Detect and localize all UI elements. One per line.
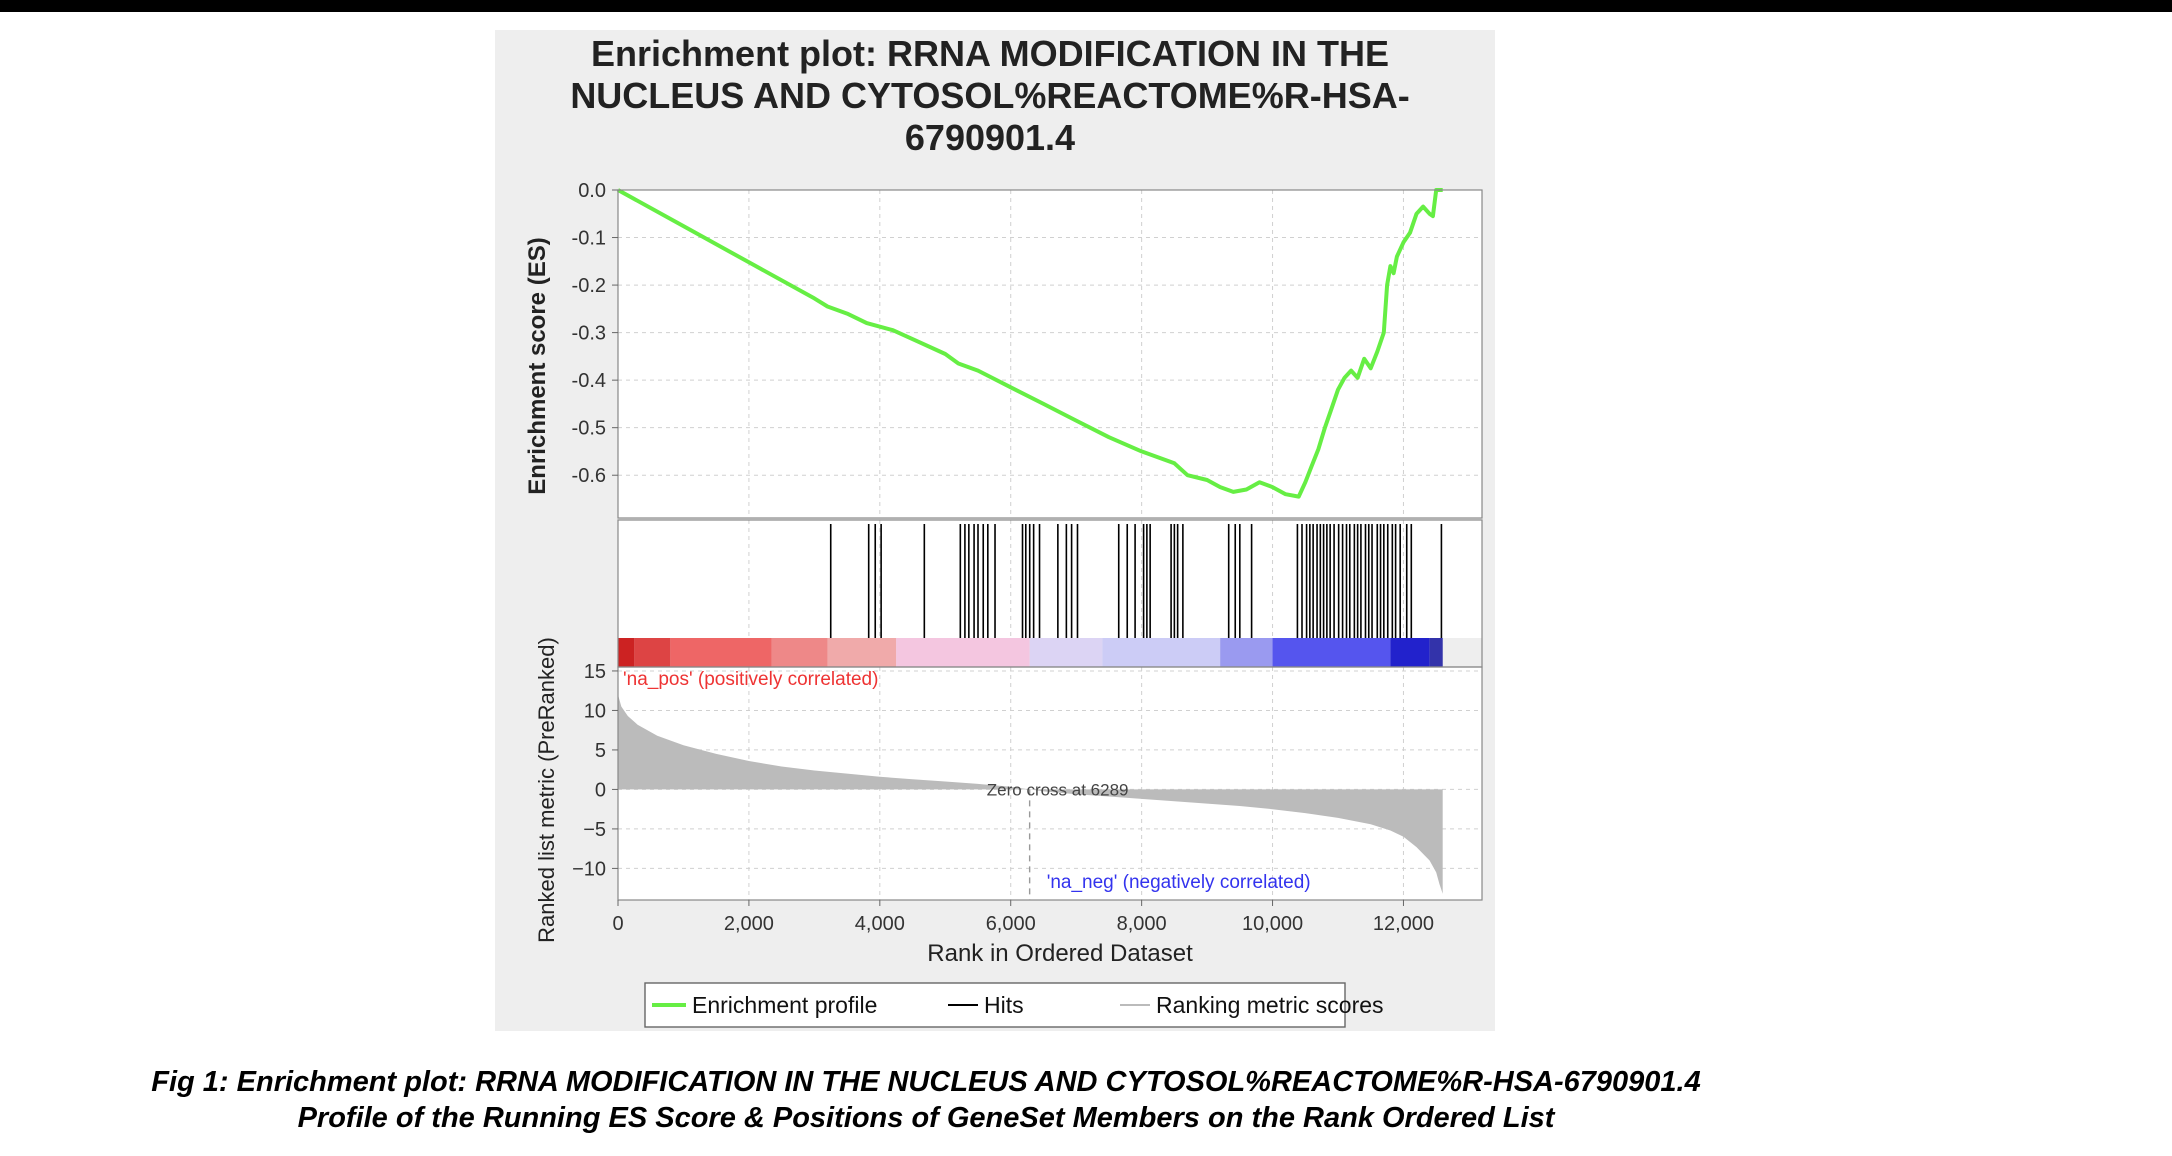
legend-label: Hits (984, 992, 1024, 1018)
es-ytick-label: -0.3 (572, 323, 606, 345)
metric-panel-border (617, 666, 1483, 901)
neg-correlated-label: 'na_neg' (negatively correlated) (1047, 872, 1311, 893)
rank-colorbar-segment (1029, 638, 1103, 667)
x-tick-label: 12,000 (1373, 913, 1434, 935)
metric-ytick-label: 15 (584, 661, 606, 683)
metric-ytick-label: −5 (583, 819, 606, 841)
zero-cross-label: Zero cross at 6289 (987, 780, 1129, 799)
metric-ytick-label: 5 (595, 740, 606, 762)
x-tick-label: 10,000 (1242, 913, 1303, 935)
es-ytick-label: 0.0 (578, 180, 606, 202)
chart-title-line: 6790901.4 (905, 117, 1075, 158)
rank-colorbar-segment (827, 638, 897, 667)
legend-label: Enrichment profile (692, 992, 877, 1018)
figure-caption-line2: Profile of the Running ES Score & Positi… (297, 1102, 1555, 1134)
es-ytick-label: -0.6 (572, 465, 606, 487)
es-panel-border (617, 189, 1483, 519)
ranking-metric-area (618, 694, 1443, 894)
rank-colorbar-segment (1102, 638, 1221, 667)
x-tick-label: 6,000 (986, 913, 1036, 935)
hits-panel-background (618, 520, 1482, 638)
pos-correlated-label: 'na_pos' (positively correlated) (623, 669, 878, 690)
x-tick-label: 4,000 (855, 913, 905, 935)
rank-colorbar-segment (896, 638, 1030, 667)
rank-colorbar-segment (1390, 638, 1430, 667)
rank-colorbar-segment (771, 638, 828, 667)
rank-colorbar-segment (1429, 638, 1443, 667)
metric-y-axis-label: Ranked list metric (PreRanked) (534, 637, 559, 943)
enrichment-profile-line (617, 188, 1443, 499)
chart-title-line: Enrichment plot: RRNA MODIFICATION IN TH… (591, 33, 1389, 74)
rank-colorbar-segment (618, 638, 635, 667)
legend-label: Ranking metric scores (1156, 992, 1384, 1018)
x-tick-label: 0 (612, 913, 623, 935)
x-axis-label: Rank in Ordered Dataset (927, 940, 1193, 967)
metric-ytick-label: 10 (584, 700, 606, 722)
es-ytick-label: -0.2 (572, 275, 606, 297)
es-panel-background (618, 190, 1482, 518)
metric-ytick-label: 0 (595, 779, 606, 801)
rank-colorbar-segment (634, 638, 671, 667)
legend-box (644, 982, 1346, 1028)
rank-colorbar-segment (1220, 638, 1273, 667)
es-ytick-label: -0.4 (572, 370, 606, 392)
rank-colorbar-segment (670, 638, 772, 667)
es-y-axis-label: Enrichment score (ES) (524, 237, 551, 494)
chart-title-line: NUCLEUS AND CYTOSOL%REACTOME%R-HSA- (570, 75, 1409, 116)
es-ytick-label: -0.1 (572, 228, 606, 250)
figure-caption-line1: Fig 1: Enrichment plot: RRNA MODIFICATIO… (151, 1066, 1701, 1098)
rank-colorbar-segment (1272, 638, 1391, 667)
x-tick-label: 2,000 (724, 913, 774, 935)
es-ytick-label: -0.5 (572, 418, 606, 440)
top-rule (0, 0, 2172, 12)
metric-ytick-label: −10 (572, 858, 606, 880)
x-tick-label: 8,000 (1117, 913, 1167, 935)
